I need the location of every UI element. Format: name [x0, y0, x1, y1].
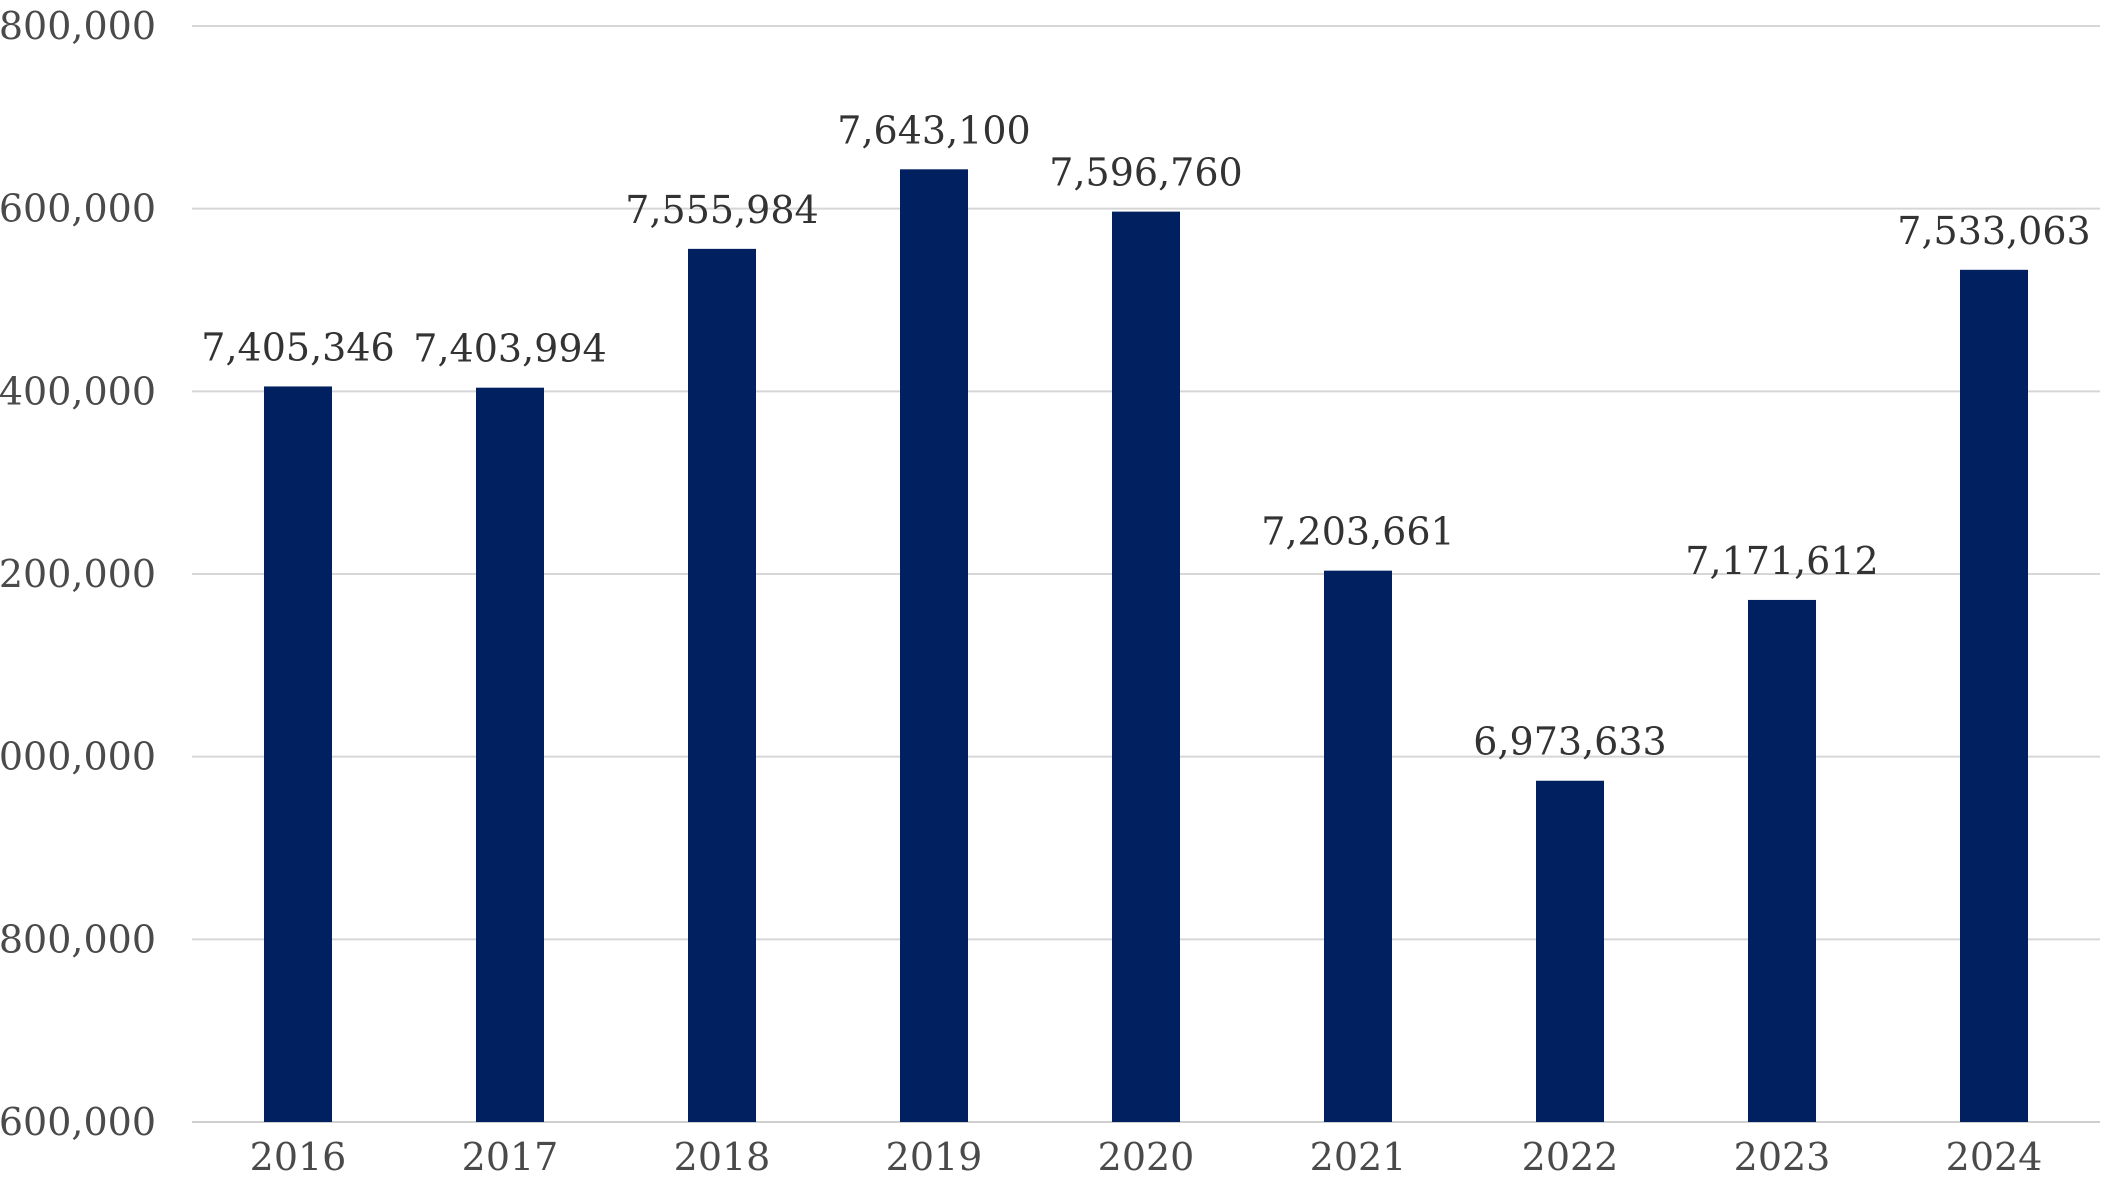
- y-tick-label: 7,000,000: [0, 735, 156, 779]
- bars: [264, 169, 2028, 1123]
- bar-value-label: 7,171,612: [1685, 539, 1878, 583]
- bar-value-label: 7,643,100: [837, 108, 1030, 152]
- bar: [1324, 570, 1392, 1122]
- bar: [476, 387, 544, 1122]
- bar: [1960, 269, 2028, 1122]
- bar-value-label: 7,405,346: [201, 325, 394, 369]
- y-tick-label: 6,600,000: [0, 1100, 156, 1144]
- x-tick-label: 2023: [1734, 1135, 1831, 1179]
- bar-value-label: 7,596,760: [1049, 151, 1242, 195]
- bar: [900, 169, 968, 1122]
- x-tick-label: 2021: [1310, 1135, 1407, 1179]
- y-tick-label: 7,800,000: [0, 4, 156, 48]
- x-tick-label: 2019: [886, 1135, 983, 1179]
- bar-value-label: 7,533,063: [1897, 209, 2090, 253]
- x-tick-label: 2016: [250, 1135, 347, 1179]
- bar: [1112, 211, 1180, 1123]
- x-tick-label: 2024: [1946, 1135, 2043, 1179]
- bar-value-label: 6,973,633: [1473, 720, 1666, 764]
- y-tick-label: 7,600,000: [0, 187, 156, 231]
- x-tick-label: 2022: [1522, 1135, 1619, 1179]
- y-axis-tick-labels: 6,600,000 6,800,000 7,000,000 7,200,000 7,40…: [0, 4, 156, 1144]
- bar-value-label: 7,203,661: [1261, 510, 1454, 554]
- y-tick-label: 7,200,000: [0, 552, 156, 596]
- bar: [1536, 780, 1604, 1122]
- bar-value-label: 7,403,994: [413, 327, 606, 371]
- bar: [1748, 599, 1816, 1122]
- bar: [688, 248, 756, 1123]
- y-tick-label: 6,800,000: [0, 917, 156, 961]
- bar: [264, 386, 332, 1122]
- x-tick-label: 2020: [1098, 1135, 1195, 1179]
- bar-data-labels: 7,405,346 7,403,994 7,555,984 7,643,100 7,59…: [201, 108, 2090, 763]
- bar-value-label: 7,555,984: [625, 188, 818, 232]
- x-axis-tick-labels: 2016 2017 2018 2019 2020 2021 2022 2023 2024: [250, 1135, 2043, 1179]
- x-tick-label: 2017: [462, 1135, 559, 1179]
- x-tick-label: 2018: [674, 1135, 771, 1179]
- y-tick-label: 7,400,000: [0, 369, 156, 413]
